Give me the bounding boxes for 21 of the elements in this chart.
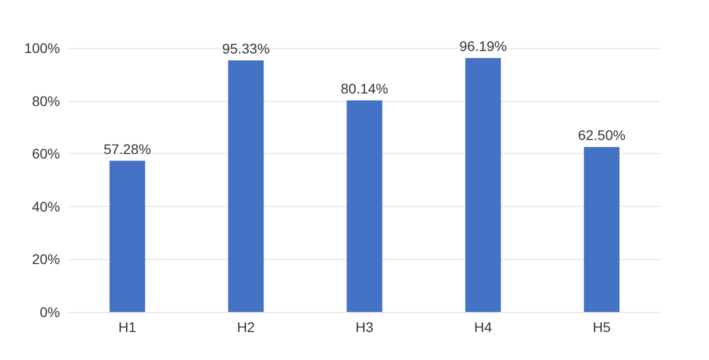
data-label: 62.50% [578, 127, 626, 143]
y-tick-label: 100% [24, 40, 60, 56]
y-tick-label: 20% [32, 251, 60, 268]
bar [228, 60, 264, 312]
y-tick-label: 60% [32, 146, 60, 162]
bar [584, 147, 620, 312]
x-tick-label: H5 [592, 319, 611, 335]
y-tick-label: 0% [40, 304, 60, 320]
data-label: 57.28% [104, 140, 152, 157]
bar [346, 100, 382, 312]
bar [110, 160, 146, 312]
data-label: 80.14% [340, 80, 388, 96]
x-tick-label: H2 [236, 319, 256, 335]
data-label: 96.19% [459, 38, 507, 54]
bar [465, 58, 501, 312]
y-tick-label: 40% [32, 198, 60, 214]
x-tick-label: H3 [356, 319, 374, 335]
x-tick-label: H4 [474, 319, 492, 335]
data-label: 95.33% [222, 40, 270, 56]
y-tick-label: 80% [32, 92, 60, 109]
x-tick-label: H1 [118, 319, 136, 335]
